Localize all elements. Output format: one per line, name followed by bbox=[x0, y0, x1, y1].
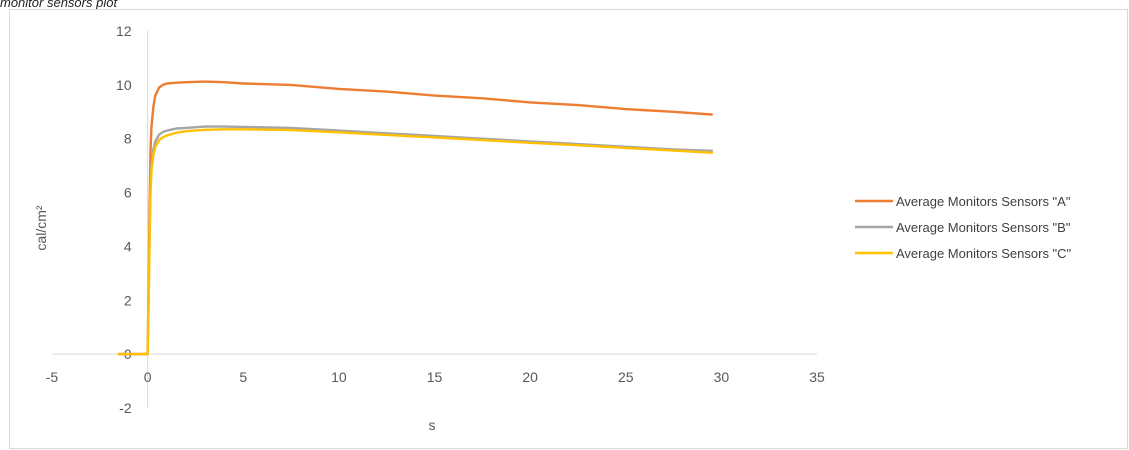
legend-label: Average Monitors Sensors "A" bbox=[896, 194, 1071, 209]
x-axis-title: s bbox=[429, 417, 436, 433]
y-tick-label: 2 bbox=[124, 292, 132, 308]
y-tick-label: 6 bbox=[124, 185, 132, 201]
x-tick-label: 20 bbox=[522, 369, 538, 385]
axes-layer bbox=[52, 31, 817, 408]
x-tick-label: 5 bbox=[239, 369, 247, 385]
series-layer bbox=[117, 80, 713, 356]
y-axis-title: cal/cm² bbox=[33, 205, 49, 250]
series-line-c bbox=[117, 128, 713, 356]
x-tick-label: 10 bbox=[331, 369, 347, 385]
series-line-a bbox=[117, 80, 713, 356]
y-tick-label: 10 bbox=[116, 77, 132, 93]
legend-label: Average Monitors Sensors "C" bbox=[896, 246, 1072, 261]
x-tick-label: -5 bbox=[46, 369, 59, 385]
y-tick-label: -2 bbox=[119, 400, 132, 416]
y-tick-label: 8 bbox=[124, 131, 132, 147]
x-tick-label: 30 bbox=[714, 369, 730, 385]
legend-label: Average Monitors Sensors "B" bbox=[896, 220, 1071, 235]
legend: Average Monitors Sensors "A" Average Moni… bbox=[855, 194, 1072, 261]
x-tick-label: 35 bbox=[809, 369, 825, 385]
y-tick-label: 12 bbox=[116, 23, 132, 39]
figure-caption: monitor sensors plot bbox=[0, 0, 118, 10]
series-line-b bbox=[117, 125, 713, 356]
x-tick-label: 0 bbox=[144, 369, 152, 385]
x-tick-label: 15 bbox=[427, 369, 443, 385]
x-tick-label: 25 bbox=[618, 369, 634, 385]
y-tick-label: 4 bbox=[124, 238, 132, 254]
